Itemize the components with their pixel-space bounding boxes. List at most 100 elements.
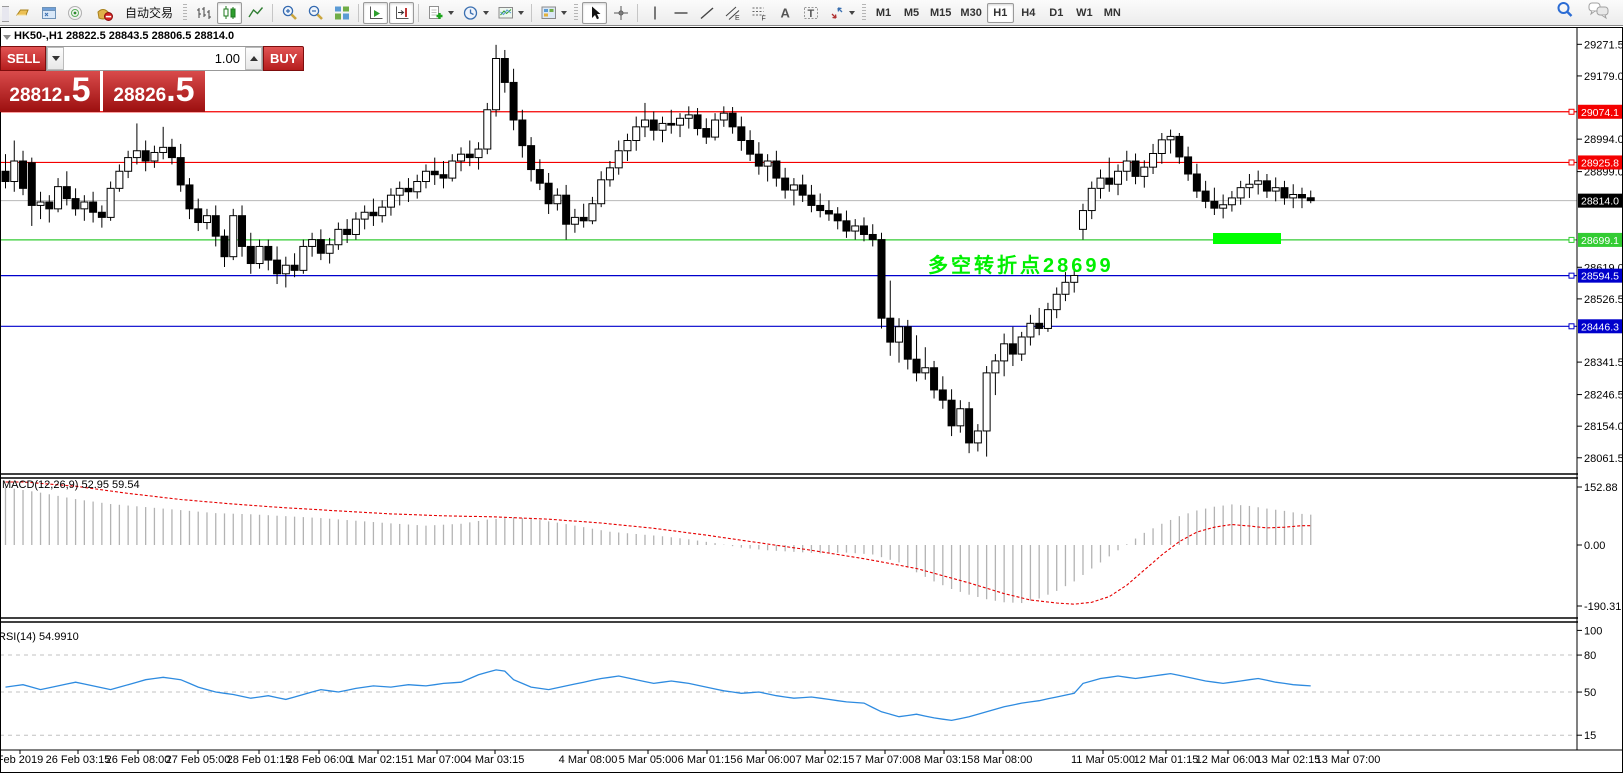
periods-icon[interactable] [458,2,492,24]
indicators-icon[interactable] [423,2,457,24]
candle-body [973,430,982,444]
line-handle-marker[interactable] [1568,108,1575,115]
volume-input[interactable] [64,47,245,70]
candle-body [273,259,282,275]
horizontal-line-icon[interactable] [668,2,693,24]
time-tick-label: 28 Feb 01:15 [227,754,292,766]
buy-price-display[interactable]: 28826.5 [103,71,205,112]
templates-icon[interactable] [493,2,527,24]
text-icon[interactable]: A [772,2,797,24]
candle-body [518,119,527,147]
auto-scroll-icon[interactable] [363,1,389,24]
candle-body [132,150,141,159]
pivot-highlight-bar[interactable] [1213,233,1281,244]
sell-price-display[interactable]: 28812.5 [0,71,100,112]
rsi-scale-label: 15 [1584,730,1596,742]
candle-body [465,153,474,159]
candle-body [45,201,54,210]
candle-body [676,117,685,126]
candle-body [360,211,369,220]
crosshair-icon[interactable] [608,2,633,24]
line-handle-marker[interactable] [1568,236,1575,243]
sell-button[interactable]: SELL [0,46,46,71]
candle-body [386,194,395,208]
fibonacci-icon[interactable]: F [746,2,771,24]
arrows-icon[interactable] [824,2,858,24]
price-label-box [1578,319,1623,334]
metaeditor-icon[interactable] [36,2,61,24]
vertical-line-icon[interactable] [642,2,667,24]
toolbar-grip[interactable] [862,3,867,22]
timeframe-button-m5[interactable]: M5 [898,3,925,23]
candle-body [211,215,220,237]
candle-body [439,174,448,179]
candle-body [1000,343,1009,362]
line-handle-marker[interactable] [1568,272,1575,279]
candle-body [930,367,939,391]
rsi-indicator-label: RSI(14) 54.9910 [0,631,79,643]
candlestick-chart-icon[interactable] [217,1,243,24]
new-order-icon[interactable] [10,2,35,24]
candle-body [807,194,816,206]
candle-body [343,228,352,235]
timeframe-button-m15[interactable]: M15 [926,3,955,23]
line-handle-marker[interactable] [1568,323,1575,330]
price-tick-label: 28994.0 [1584,134,1623,146]
trendline-icon[interactable] [694,2,719,24]
zoom-in-icon[interactable] [277,2,302,24]
candle-body [299,245,308,271]
rsi-scale-label: 80 [1584,650,1596,662]
candle-body [141,150,150,162]
timeframe-button-h1[interactable]: H1 [986,2,1014,23]
timeframe-button-m30[interactable]: M30 [956,3,985,23]
timeframe-button-d1[interactable]: D1 [1043,3,1070,23]
volume-increase-button[interactable] [245,47,262,70]
candle-body [448,160,457,179]
objects-toolbox-icon[interactable] [536,2,570,24]
up-arrow-icon [249,56,258,61]
line-chart-icon[interactable] [243,2,268,24]
candle-body [150,151,159,162]
price-label-text: 28814.0 [1581,196,1619,208]
chat-icon[interactable] [1587,0,1611,25]
candle-body [1070,274,1079,283]
candle-body [763,160,772,167]
timeframe-button-mn[interactable]: MN [1099,3,1126,23]
bar-chart-icon[interactable] [191,2,216,24]
equidistant-channel-icon[interactable]: E [720,2,745,24]
line-handle-marker[interactable] [1568,159,1575,166]
timeframe-button-m1[interactable]: M1 [870,3,897,23]
signal-icon[interactable] [62,2,87,24]
candle-body [474,148,483,159]
chart-shift-icon[interactable] [389,1,415,24]
candle-body [1306,197,1315,202]
chart-canvas[interactable]: 29271.529179.028994.028899.028619.028526… [0,27,1623,773]
cursor-icon[interactable] [582,1,608,24]
search-icon[interactable] [1555,0,1575,25]
candle-body [492,58,501,111]
text-label-icon[interactable]: T [798,2,823,24]
candle-body [10,160,19,183]
tile-windows-icon[interactable] [329,2,354,24]
candle-body [1175,135,1184,158]
buy-button[interactable]: BUY [263,46,305,71]
toolbar-grip[interactable] [183,3,188,22]
zoom-out-icon[interactable] [303,2,328,24]
autotrading-icon[interactable] [88,2,122,24]
candle-body [1210,200,1219,209]
candle-body [202,215,211,224]
timeframe-button-w1[interactable]: W1 [1071,3,1098,23]
one-click-trading-panel: SELL BUY 28812.5 28826.5 [0,46,305,112]
toolbar-grip[interactable] [574,3,579,22]
volume-decrease-button[interactable] [47,47,64,70]
candle-body [413,181,422,193]
pivot-annotation-text[interactable]: 多空转折点28699 [928,255,1114,277]
dropdown-caret-icon [560,10,567,15]
candle-body [159,146,168,153]
time-tick-label: Feb 2019 [0,754,43,766]
timeframe-button-h4[interactable]: H4 [1015,3,1042,23]
time-tick-label: 26 Feb 03:15 [46,754,111,766]
candle-body [378,206,387,217]
trade-panel-collapse-toggle[interactable] [3,35,11,40]
